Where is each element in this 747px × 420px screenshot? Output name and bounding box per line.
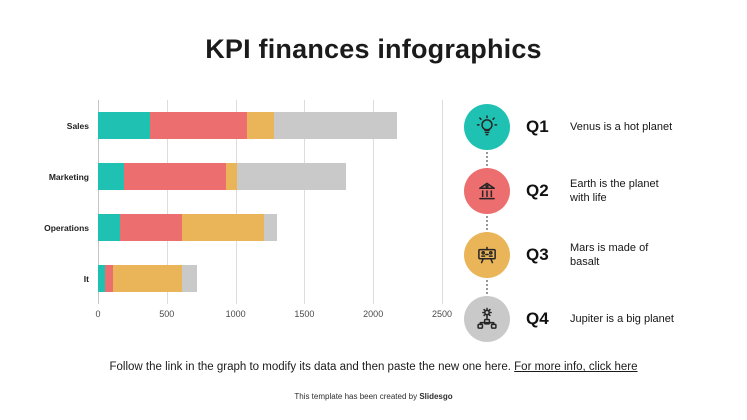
legend-item-q2: Q2 Earth is the planet with life [464, 159, 724, 223]
footer-text: Follow the link in the graph to modify i… [109, 361, 515, 373]
q1-circle [464, 104, 510, 150]
bar-segment-teal [98, 265, 105, 292]
category-label: Operations [44, 222, 89, 233]
gridlines [98, 100, 443, 304]
gridline [98, 100, 99, 304]
legend-item-q4: Q4 Jupiter is a big planet [464, 287, 724, 351]
bar-segment-red [124, 163, 226, 190]
x-tick-label: 2000 [363, 309, 384, 319]
legend-item-q1: Q1 Venus is a hot planet [464, 95, 724, 159]
x-tick-label: 1000 [225, 309, 246, 319]
credit-brand: Slidesgo [419, 392, 453, 401]
bar-segment-red [104, 265, 114, 292]
bar-segment-yellow [113, 265, 182, 292]
q2-text: Earth is the planet with life [570, 177, 659, 204]
bar-chart: Sales Marketing Operations It 0 500 1000 1500 2… [10, 100, 452, 323]
bar-row [98, 253, 442, 304]
q4-label: Q4 [526, 309, 549, 328]
category-labels: Sales Marketing Operations It [10, 100, 98, 304]
dotted-connector-line [486, 125, 488, 321]
gridline [166, 100, 168, 304]
legend-item-q3: Q3 Mars is made of basalt [464, 223, 724, 287]
plot-area [98, 100, 443, 304]
bar-segment-teal [98, 163, 125, 190]
gridline [304, 100, 306, 304]
category-label: Marketing [48, 171, 89, 182]
flowchart-icon [474, 306, 500, 332]
q1-text: Venus is a hot planet [570, 120, 673, 133]
template-credit: This template has been created by Slides… [0, 392, 747, 401]
x-tick-label: 500 [159, 309, 175, 319]
bar-row [98, 100, 442, 151]
bar-segment-yellow [225, 163, 237, 190]
q3-circle [464, 232, 510, 278]
bar-segment-gray [274, 112, 397, 139]
q2-circle [464, 168, 510, 214]
lightbulb-icon [474, 114, 500, 140]
bar-segment-yellow [246, 112, 275, 139]
bar-track [98, 214, 442, 241]
page-title: KPI finances infographics [205, 34, 542, 64]
bar-segment-gray [181, 265, 198, 292]
bar-segment-yellow [181, 214, 265, 241]
category-label: Sales [66, 120, 89, 131]
category-label: It [83, 273, 89, 284]
gridline [373, 100, 375, 304]
q3-text: Mars is made of basalt [570, 241, 649, 268]
q2-label: Q2 [526, 181, 549, 200]
bank-icon [474, 178, 500, 204]
bar-segment-teal [98, 214, 121, 241]
presentation-icon [474, 242, 500, 268]
credit-text: This template has been created by [294, 392, 420, 401]
bar-row [98, 202, 442, 253]
bar-rows [98, 100, 442, 304]
gridline [235, 100, 237, 304]
bar-track [98, 112, 442, 139]
bar-segment-gray [264, 214, 277, 241]
q4-text: Jupiter is a big planet [570, 312, 674, 325]
bar-track [98, 163, 442, 190]
x-tick-label: 2500 [431, 309, 453, 319]
x-tick-label: 0 [95, 309, 101, 319]
bar-segment-red [150, 112, 247, 139]
bar-row [98, 151, 442, 202]
q1-label: Q1 [526, 117, 549, 136]
q3-label: Q3 [526, 245, 549, 264]
bar-segment-teal [98, 112, 151, 139]
q4-circle [464, 296, 510, 342]
bar-segment-gray [236, 163, 346, 190]
more-info-link[interactable]: For more info, click here [514, 361, 638, 373]
footer-instruction: Follow the link in the graph to modify i… [0, 361, 747, 373]
gridline [442, 100, 443, 304]
quarter-legend: Q1 Venus is a hot planet Q2 Earth is the… [464, 95, 724, 351]
x-tick-label: 1500 [294, 309, 315, 319]
bar-segment-red [120, 214, 182, 241]
bar-track [98, 265, 442, 292]
x-axis-ticks: 0 500 1000 1500 2000 2500 [95, 309, 452, 323]
